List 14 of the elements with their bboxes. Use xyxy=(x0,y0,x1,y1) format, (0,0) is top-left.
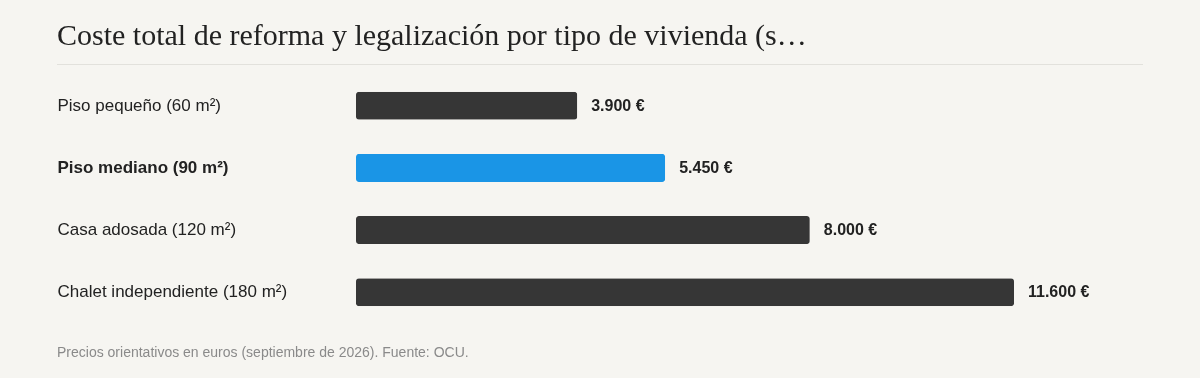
data-label: 3.900 € xyxy=(591,96,645,114)
data-label: 8.000 € xyxy=(823,221,878,239)
data-label: 5.450 € xyxy=(679,158,733,176)
text: Precios orientativos en euros (septiembre de 2026). Fuente: OCU. xyxy=(57,344,469,360)
y-tick-label: Casa adosada (120 m²) xyxy=(57,220,237,240)
y-tick-label: Chalet independiente (180 m²) xyxy=(57,282,288,302)
bar xyxy=(356,153,666,182)
bar xyxy=(356,91,578,120)
y-tick-label: Piso mediano (90 m²) xyxy=(57,157,229,177)
bar xyxy=(356,278,1014,307)
chart-title: Coste total de reforma y legalización por tipo de vivienda (s… xyxy=(57,18,1143,65)
data-label: 11.600 € xyxy=(1028,283,1090,301)
y-tick-label: Piso pequeño (60 m²) xyxy=(57,95,221,115)
bar xyxy=(356,216,810,245)
